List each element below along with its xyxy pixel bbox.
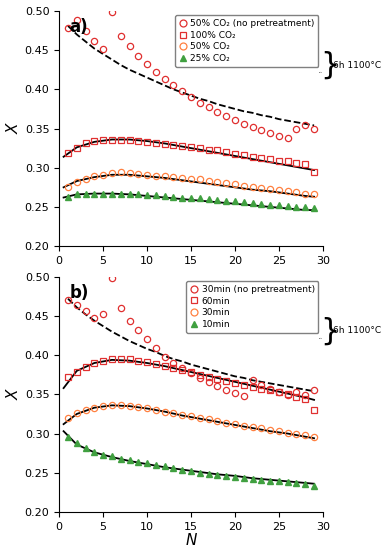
Text: b): b) (70, 284, 89, 302)
Text: }: } (321, 51, 340, 79)
Text: 6h 1100°C: 6h 1100°C (333, 60, 381, 69)
X-axis label: N: N (185, 533, 197, 548)
Y-axis label: X: X (7, 389, 22, 400)
Legend: 50% CO₂ (no pretreatment), 100% CO₂, 50% CO₂, 25% CO₂: 50% CO₂ (no pretreatment), 100% CO₂, 50%… (175, 16, 318, 67)
Y-axis label: X: X (7, 123, 22, 134)
Text: white: white (319, 338, 323, 339)
Text: white: white (319, 72, 323, 73)
Text: a): a) (70, 18, 89, 36)
Legend: 30min (no pretreatment), 60min, 30min, 10min: 30min (no pretreatment), 60min, 30min, 1… (186, 281, 318, 332)
Text: 6h 1100°C: 6h 1100°C (333, 326, 381, 335)
Text: }: } (321, 316, 340, 345)
